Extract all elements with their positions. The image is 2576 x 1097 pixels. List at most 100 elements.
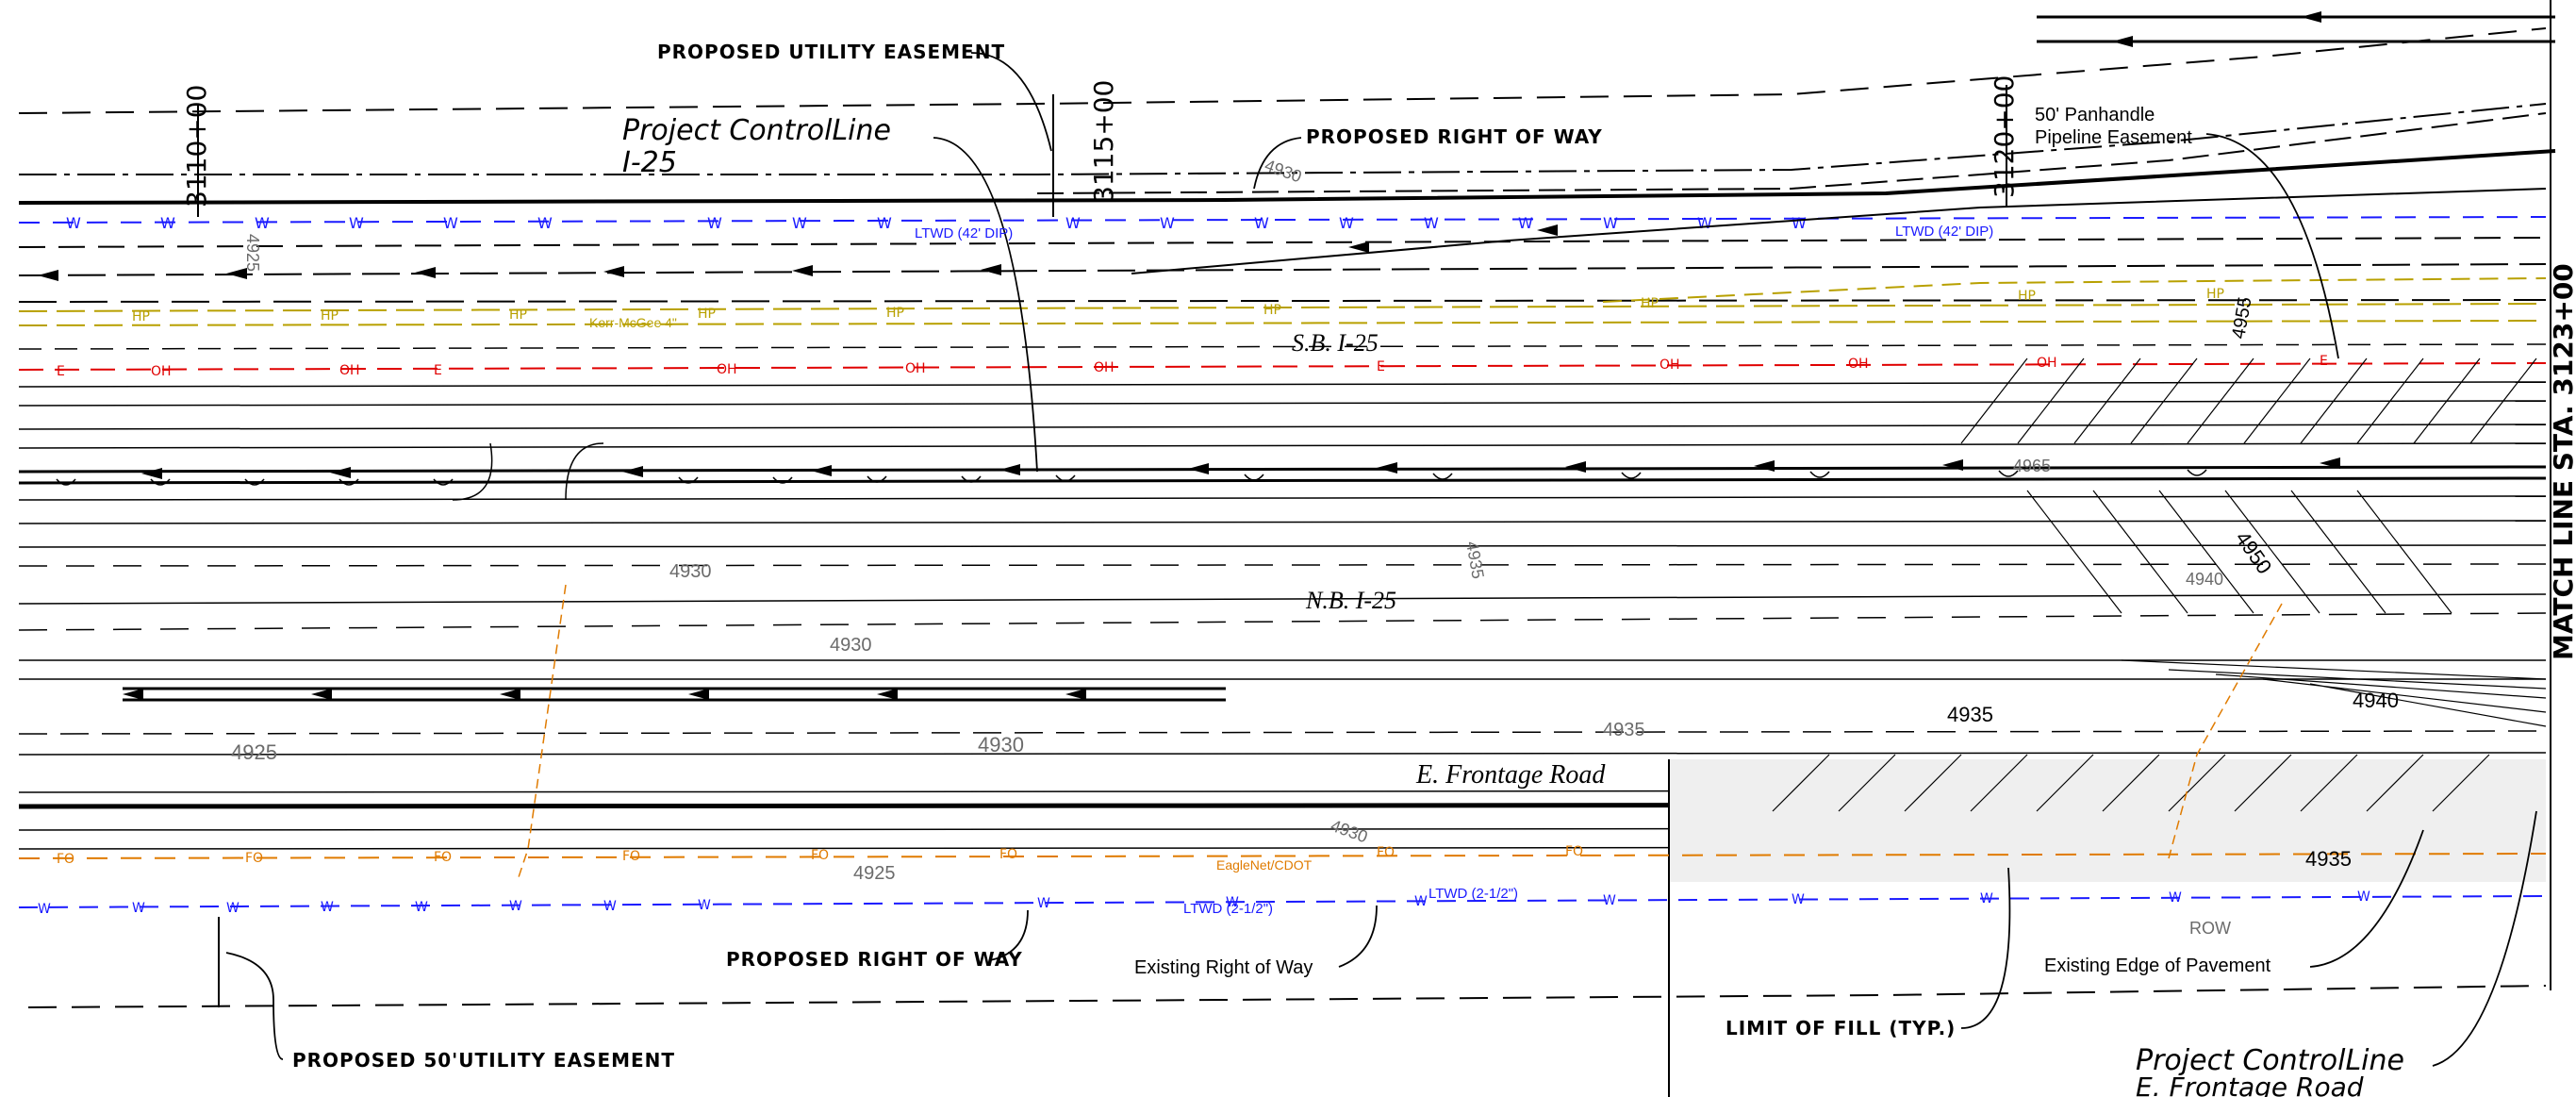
gas-markers: HP HP HP HP HP HP HP HP HP [132,287,2224,324]
svg-text:W: W [1339,214,1354,232]
contour-4935-bold-a: 4935 [1947,703,1993,726]
util-ltwd-2half-b: LTWD (2-1/2") [1428,886,1518,902]
svg-text:W: W [1980,891,1993,906]
svg-text:W: W [1160,214,1175,232]
svg-text:W: W [698,898,711,913]
util-eaglenet: EagleNet/CDOT [1216,857,1313,873]
svg-text:FO: FO [57,852,74,867]
leader-lines [225,52,2537,1067]
svg-text:W: W [321,900,334,915]
label-row-small: ROW [2189,919,2231,938]
svg-text:W: W [132,901,145,916]
label-sb-i25: S.B. I-25 [1292,329,1379,357]
label-proposed-row-top: PROPOSED RIGHT OF WAY [1306,125,1603,148]
svg-text:OH: OH [1094,360,1115,375]
contour-4935-bold-b: 4935 [2305,847,2352,871]
electric-markers: E OH OH E OH OH OH E OH OH OH E [57,354,2328,379]
water-line-42 [18,216,2547,224]
svg-text:W: W [255,214,270,232]
water-line-bottom [18,895,2547,908]
svg-text:W: W [1414,894,1428,909]
label-e-frontage-road: E. Frontage Road [1415,760,1606,790]
label-proposed-50-utility-easement: PROPOSED 50'UTILITY EASEMENT [292,1049,675,1072]
electric-lines [18,362,2547,371]
label-project-control-line-bottom: Project ControlLine [2136,1044,2404,1077]
label-limit-of-fill: LIMIT OF FILL (TYP.) [1726,1017,1956,1039]
svg-text:W: W [877,214,892,232]
label-e-frontage-road-bottom: E. Frontage Road [2136,1072,2364,1097]
label-existing-edge-pavement: Existing Edge of Pavement [2044,956,2271,976]
svg-text:W: W [1603,893,1616,908]
util-ltwd-42-right: LTWD (42' DIP) [1895,224,1993,240]
contour-4925-low: 4925 [853,863,896,884]
svg-text:OH: OH [151,364,172,379]
svg-text:W: W [1226,895,1239,910]
label-match-line: MATCH LINE STA. 3123+00 [2548,263,2576,660]
svg-text:FO: FO [999,847,1017,862]
svg-text:W: W [792,214,807,232]
svg-text:W: W [509,899,522,914]
svg-text:W: W [2357,889,2370,905]
contour-4925-top: 4925 [243,234,262,272]
label-proposed-row-bottom: PROPOSED RIGHT OF WAY [726,948,1023,971]
svg-text:E: E [434,363,442,378]
contour-4930-b: 4930 [830,635,872,656]
svg-text:W: W [603,899,617,914]
fill-hatch-area [1669,357,2547,882]
util-kerr-mcgee: Kerr-McGee 4" [589,315,677,330]
svg-text:W: W [1792,892,1805,907]
svg-text:HP: HP [132,309,150,324]
station-3110: 3110+00 [181,85,212,208]
svg-text:W: W [2169,890,2182,906]
contour-4930-mid: 4930 [978,733,1024,756]
svg-text:E: E [1377,359,1385,374]
contour-4930-c: 4930 [1329,816,1370,846]
label-panhandle-1: 50' Panhandle [2035,105,2155,125]
sb-arrows-row2 [141,457,2340,479]
contour-4940-a: 4940 [2186,570,2223,589]
svg-text:OH: OH [2037,356,2057,371]
nb-arrows [123,689,1086,700]
station-3115: 3115+00 [1088,80,1119,203]
svg-text:FO: FO [811,848,829,863]
svg-text:HP: HP [1641,296,1659,311]
label-proposed-utility-easement: PROPOSED UTILITY EASEMENT [657,41,1005,63]
svg-text:W: W [160,214,175,232]
svg-text:HP: HP [886,306,904,321]
label-nb-i25: N.B. I-25 [1305,587,1396,614]
svg-text:W: W [38,902,51,917]
svg-text:W: W [537,214,553,232]
svg-text:OH: OH [717,362,737,377]
svg-text:FO: FO [622,849,640,864]
util-ltwd-42-left: LTWD (42' DIP) [915,225,1013,241]
util-ltwd-2half-a: LTWD (2-1/2") [1183,901,1273,917]
svg-text:W: W [1037,896,1050,911]
contour-4950: 4950 [2231,527,2277,578]
contour-4930-a: 4930 [669,561,712,582]
label-project-control-line: Project ControlLine [622,114,891,147]
svg-text:W: W [1065,214,1081,232]
gas-lines [18,277,2547,326]
svg-text:W: W [226,901,239,916]
svg-text:FO: FO [1565,844,1583,859]
station-ticks [197,0,2551,990]
sb-direction-arrows [38,11,2321,281]
svg-text:OH: OH [1660,357,1680,373]
svg-text:OH: OH [905,361,926,376]
station-3120: 3120+00 [1989,75,2020,198]
fiber-markers: FO FO FO FO FO FO FO FO [57,844,1583,867]
svg-text:FO: FO [434,850,452,865]
svg-text:W: W [1254,214,1269,232]
svg-text:OH: OH [1848,357,1869,372]
row-lines-bottom [27,917,2547,1008]
contour-4925-mid: 4925 [231,740,277,764]
contour-4965: 4965 [2013,457,2051,475]
svg-text:W: W [1518,214,1533,232]
svg-text:FO: FO [245,851,263,866]
contour-4940-bold: 4940 [2353,689,2399,712]
svg-text:W: W [1424,214,1439,232]
svg-text:E: E [57,364,65,379]
label-panhandle-2: Pipeline Easement [2035,127,2192,148]
